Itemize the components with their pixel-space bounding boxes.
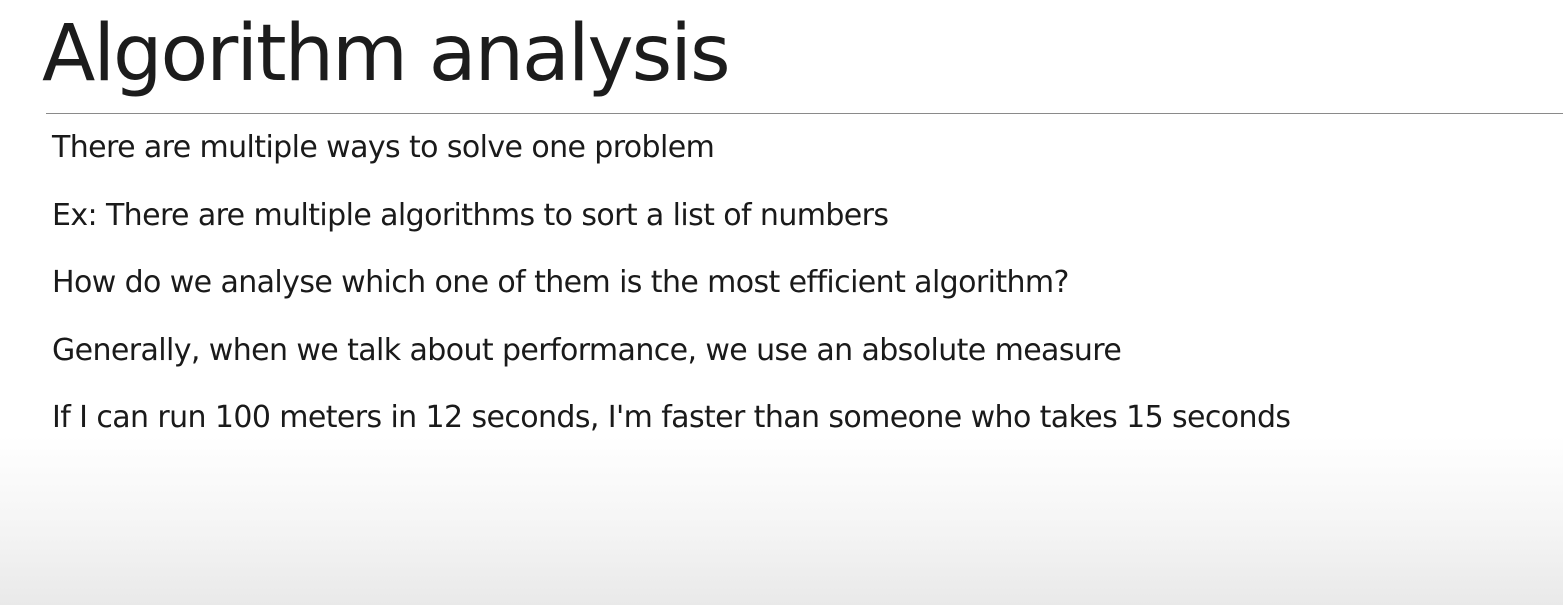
bullet-item: Generally, when we talk about performanc… — [52, 332, 1122, 368]
bullet-list: There are multiple ways to solve one pro… — [52, 126, 1291, 464]
slide-title: Algorithm analysis — [42, 9, 731, 99]
bullet-item: How do we analyse which one of them is t… — [52, 265, 1069, 300]
title-divider — [46, 113, 1563, 114]
bullet-item: There are multiple ways to solve one pro… — [52, 130, 715, 165]
bullet-item: If I can run 100 meters in 12 seconds, I… — [52, 400, 1291, 435]
bullet-item: Ex: There are multiple algorithms to sor… — [52, 197, 889, 233]
